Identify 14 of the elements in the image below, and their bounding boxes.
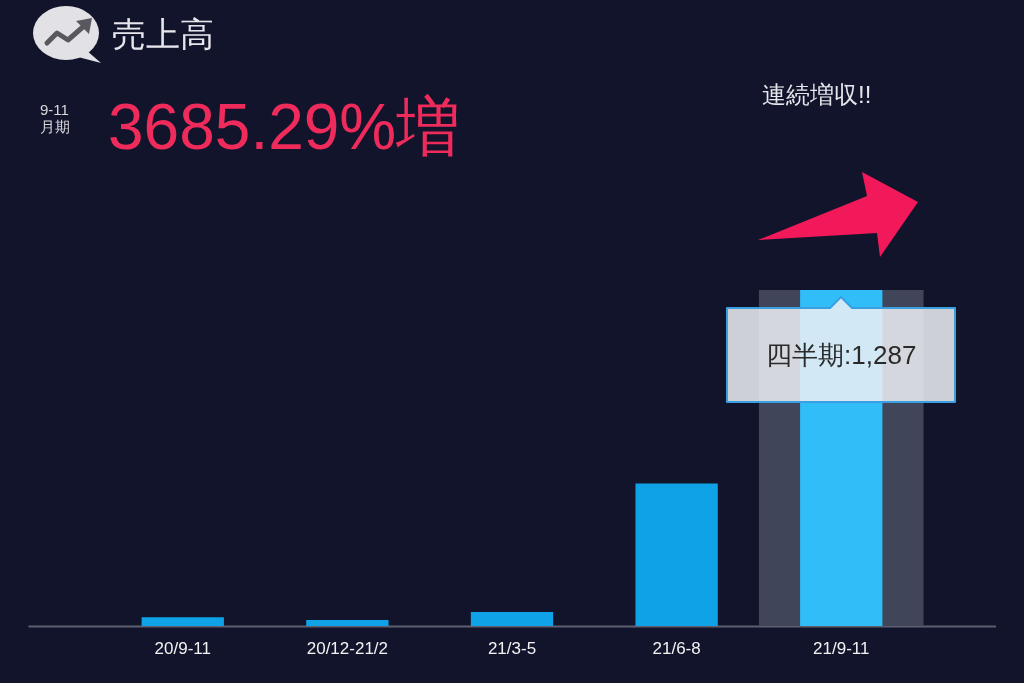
text: 9-11月期 [40,101,71,135]
bar [470,611,554,626]
x-tick-label: 21/9-11 [813,638,870,658]
x-tick-label: 20/12-21/2 [306,638,389,658]
bar [635,483,718,626]
chart-title: 売上高 [112,15,214,54]
annotation: 四半期:1,287 [765,340,918,370]
x-tick-label: 21/6-8 [652,638,701,658]
text: 連続増収!! [762,81,872,109]
x-tick-label: 20/9-11 [154,638,211,658]
bar [306,619,389,626]
x-tick-label: 21/3-5 [487,638,537,658]
chart-subtitle: 3685.29%増 [108,91,461,163]
bar [141,617,224,626]
